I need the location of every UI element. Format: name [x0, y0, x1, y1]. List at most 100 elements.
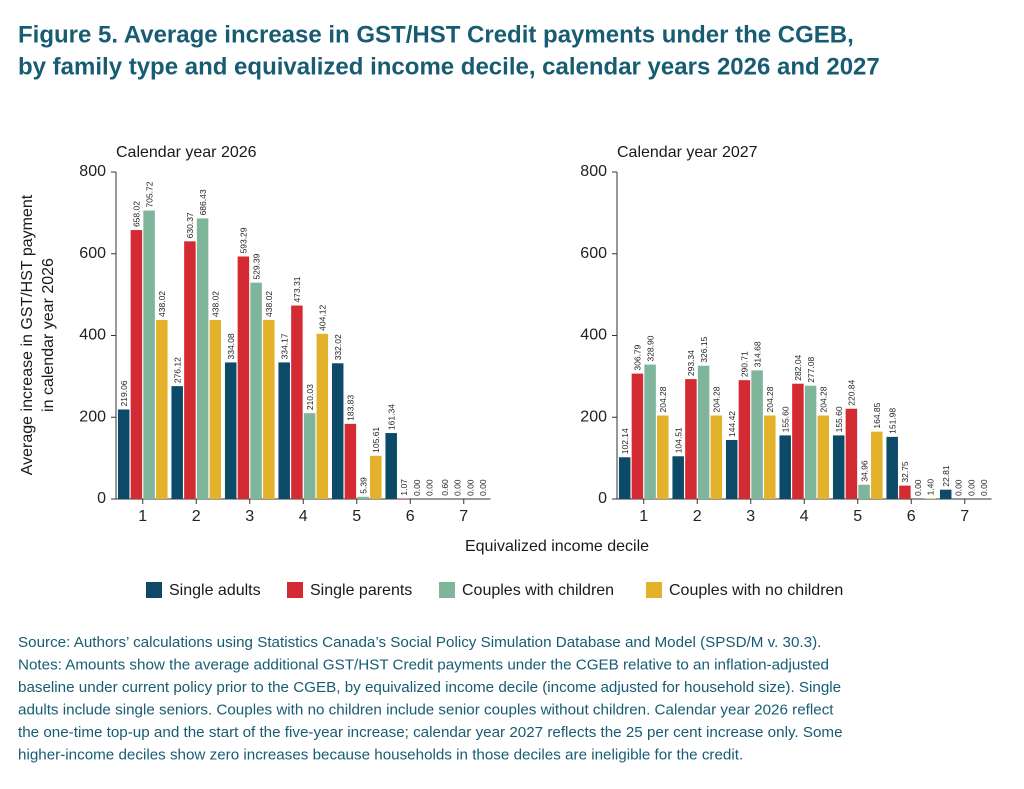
value-label: 0.00	[465, 479, 475, 496]
value-label: 593.29	[239, 227, 249, 253]
y-tick-label: 0	[598, 490, 607, 507]
bar	[143, 210, 155, 499]
bar	[171, 386, 183, 499]
bar	[631, 373, 644, 499]
value-label: 22.81	[941, 465, 951, 487]
value-label: 0.60	[440, 479, 450, 496]
bar	[672, 456, 684, 499]
value-label: 204.28	[658, 386, 668, 412]
value-label: 0.00	[954, 479, 964, 496]
value-label: 210.03	[305, 384, 315, 410]
bar	[685, 379, 697, 499]
value-label: 155.60	[834, 406, 844, 432]
y-axis-label: in calendar year 2026	[40, 258, 57, 412]
bar	[697, 365, 710, 499]
x-tick-label: 3	[746, 508, 755, 525]
bar	[618, 457, 631, 499]
value-label: 0.00	[478, 479, 488, 496]
bar	[817, 415, 830, 499]
bar	[899, 485, 911, 499]
y-tick-label: 200	[79, 408, 106, 425]
bar	[764, 415, 776, 499]
x-tick-label: 4	[299, 508, 308, 525]
note-line: adults include single seniors. Couples w…	[18, 702, 834, 719]
value-label: 34.96	[859, 460, 869, 482]
bar	[303, 413, 316, 499]
value-label: 282.04	[793, 354, 803, 380]
bar	[291, 305, 303, 499]
x-tick-label: 6	[406, 508, 415, 525]
value-label: 277.08	[806, 356, 816, 382]
value-label: 144.42	[727, 411, 737, 437]
note-line: baseline under current policy prior to t…	[18, 679, 841, 696]
value-label: 151.98	[887, 408, 897, 434]
x-tick-label: 4	[800, 508, 809, 525]
note-line: Notes: Amounts show the average addition…	[18, 657, 829, 674]
value-label: 438.02	[211, 291, 221, 317]
value-label: 438.02	[157, 291, 167, 317]
x-tick-label: 5	[352, 508, 361, 525]
value-label: 0.00	[425, 479, 435, 496]
y-tick-label: 200	[580, 408, 607, 425]
y-tick-label: 600	[580, 245, 607, 262]
value-label: 293.34	[686, 350, 696, 376]
value-label: 438.02	[264, 291, 274, 317]
bar	[751, 370, 763, 499]
value-label: 404.12	[318, 305, 328, 331]
value-label: 334.08	[226, 333, 236, 359]
bar	[370, 455, 382, 499]
bar	[209, 319, 222, 499]
bar	[804, 385, 817, 499]
legend-label: Couples with children	[462, 582, 614, 599]
bar	[250, 282, 262, 499]
bar	[644, 364, 656, 499]
bar	[130, 230, 143, 499]
value-label: 328.90	[645, 335, 655, 361]
bar	[738, 380, 751, 499]
value-label: 155.60	[780, 406, 790, 432]
bar	[196, 218, 209, 499]
x-tick-label: 1	[138, 508, 147, 525]
bar	[845, 408, 858, 499]
note-line: Source: Authors’ calculations using Stat…	[18, 634, 821, 651]
value-label: 32.75	[900, 461, 910, 483]
value-label: 1.07	[399, 479, 409, 496]
bar	[263, 319, 275, 499]
value-label: 306.79	[633, 344, 643, 370]
legend-swatch	[439, 582, 455, 598]
value-label: 290.71	[740, 351, 750, 377]
bar	[357, 496, 369, 499]
bar	[924, 498, 937, 499]
bar	[331, 363, 344, 499]
value-label: 1.40	[926, 479, 936, 496]
x-tick-label: 2	[693, 508, 702, 525]
bar	[725, 439, 738, 499]
value-label: 0.00	[979, 479, 989, 496]
value-label: 161.34	[386, 404, 396, 430]
value-label: 104.51	[673, 427, 683, 453]
value-label: 326.15	[699, 336, 709, 362]
value-label: 705.72	[144, 181, 154, 207]
bar	[858, 484, 870, 499]
x-tick-label: 7	[459, 508, 468, 525]
bar	[237, 256, 250, 499]
value-label: 0.00	[966, 479, 976, 496]
legend-swatch	[646, 582, 662, 598]
value-label: 276.12	[172, 357, 182, 383]
value-label: 219.06	[119, 380, 129, 406]
x-tick-label: 7	[960, 508, 969, 525]
value-label: 0.00	[913, 479, 923, 496]
bar	[344, 423, 357, 499]
bar	[184, 241, 196, 500]
note-line: higher-income deciles show zero increase…	[18, 747, 743, 764]
bar	[871, 431, 883, 499]
title-line: Figure 5. Average increase in GST/HST Cr…	[18, 21, 854, 48]
value-label: 102.14	[620, 428, 630, 454]
value-label: 183.83	[346, 395, 356, 421]
value-label: 686.43	[198, 189, 208, 215]
note-line: the one-time top-up and the start of the…	[18, 724, 843, 741]
y-axis-label: Average increase in GST/HST payment	[19, 194, 36, 475]
x-tick-label: 5	[853, 508, 862, 525]
value-label: 473.31	[292, 276, 302, 302]
